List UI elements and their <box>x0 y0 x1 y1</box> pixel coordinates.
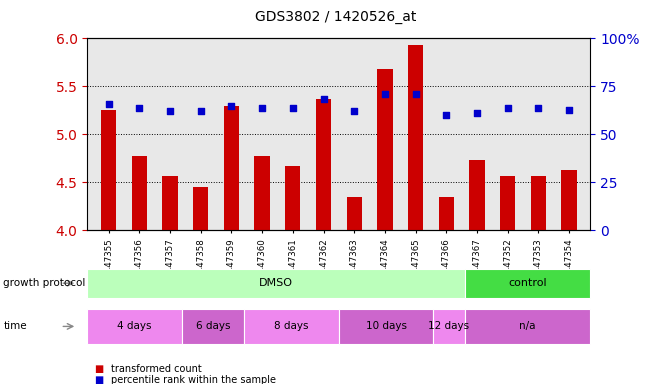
Bar <box>531 175 546 230</box>
Point <box>164 108 175 114</box>
Point <box>503 106 513 112</box>
Point <box>349 108 360 114</box>
Bar <box>346 197 362 230</box>
Text: transformed count: transformed count <box>111 364 201 374</box>
Point <box>564 107 574 114</box>
Text: ■: ■ <box>94 364 103 374</box>
Bar <box>469 160 484 230</box>
Bar <box>101 111 116 230</box>
Bar <box>500 175 515 230</box>
Point <box>441 112 452 118</box>
Text: 4 days: 4 days <box>117 321 152 331</box>
Text: 6 days: 6 days <box>196 321 230 331</box>
Point <box>472 110 482 116</box>
Text: percentile rank within the sample: percentile rank within the sample <box>111 375 276 384</box>
Bar <box>316 99 331 230</box>
Bar <box>377 69 393 230</box>
Point <box>380 91 391 97</box>
Bar <box>162 175 178 230</box>
Bar <box>439 197 454 230</box>
Bar <box>254 156 270 230</box>
Bar <box>562 170 576 230</box>
Text: growth protocol: growth protocol <box>3 278 86 288</box>
Point <box>103 101 114 107</box>
Point <box>287 106 298 112</box>
Point <box>257 104 268 111</box>
Bar <box>132 156 147 230</box>
Text: DMSO: DMSO <box>259 278 293 288</box>
Point <box>533 106 544 112</box>
Point <box>318 96 329 102</box>
Text: ■: ■ <box>94 375 103 384</box>
Text: n/a: n/a <box>519 321 536 331</box>
Text: time: time <box>3 321 27 331</box>
Text: control: control <box>508 278 547 288</box>
Text: 8 days: 8 days <box>274 321 309 331</box>
Text: 12 days: 12 days <box>428 321 470 331</box>
Point <box>226 103 237 109</box>
Bar <box>193 187 209 230</box>
Text: 10 days: 10 days <box>366 321 407 331</box>
Point <box>410 91 421 97</box>
Point <box>134 106 145 112</box>
Point <box>195 108 206 114</box>
Bar <box>408 45 423 230</box>
Bar <box>285 166 301 230</box>
Text: GDS3802 / 1420526_at: GDS3802 / 1420526_at <box>255 10 416 23</box>
Bar <box>224 106 239 230</box>
